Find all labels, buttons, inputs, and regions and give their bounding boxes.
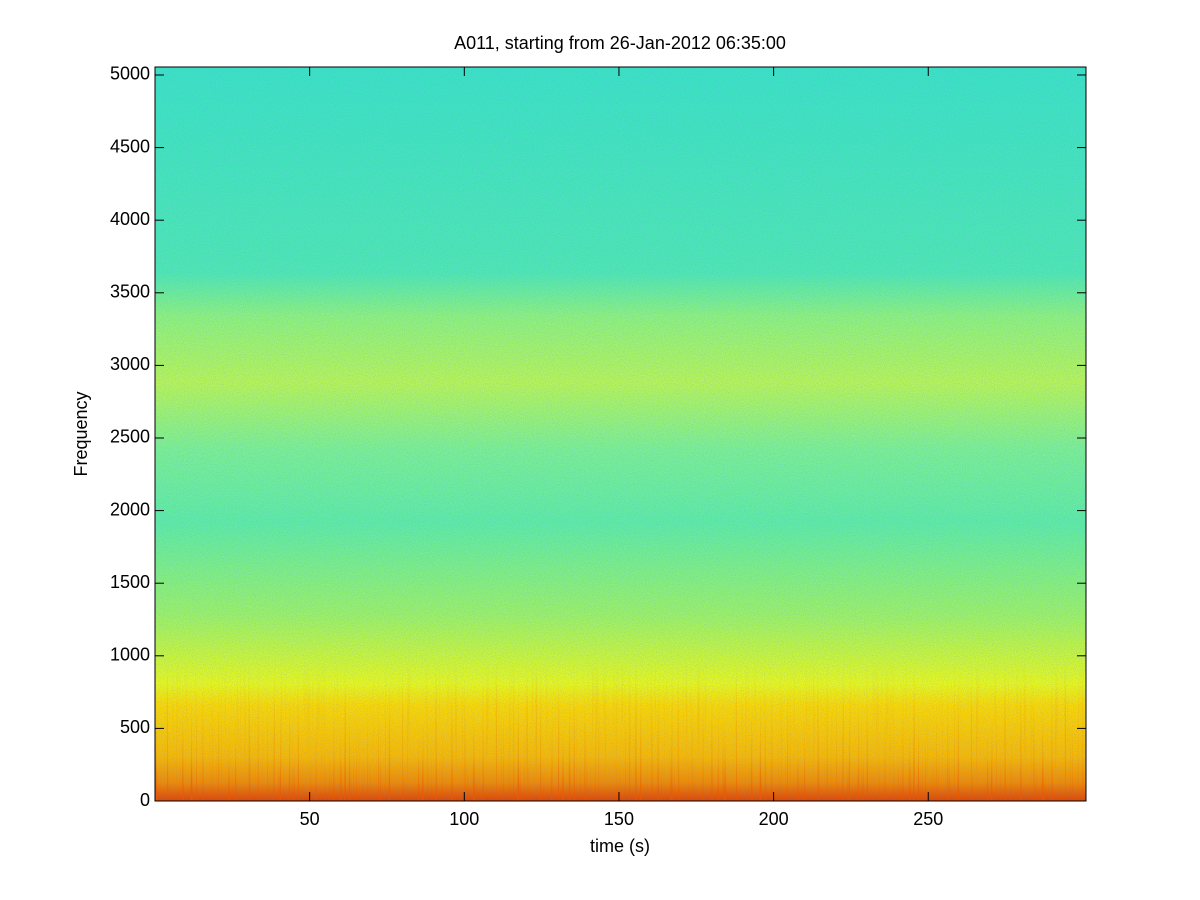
- y-tick-label: 500: [120, 717, 150, 737]
- y-tick-label: 2000: [110, 499, 150, 519]
- x-axis-label: time (s): [590, 836, 650, 856]
- x-tick-label: 150: [604, 809, 634, 829]
- chart-title: A011, starting from 26-Jan-2012 06:35:00: [454, 33, 786, 53]
- x-tick-label: 100: [449, 809, 479, 829]
- y-axis-label: Frequency: [71, 391, 91, 476]
- y-tick-label: 1500: [110, 572, 150, 592]
- y-tick-label: 4000: [110, 209, 150, 229]
- y-tick-label: 4500: [110, 136, 150, 156]
- y-tick-label: 2500: [110, 427, 150, 447]
- y-tick-label: 0: [140, 790, 150, 810]
- plot-frame: [154, 66, 1087, 802]
- y-tick-label: 1000: [110, 645, 150, 665]
- x-tick-label: 250: [913, 809, 943, 829]
- x-tick-label: 200: [759, 809, 789, 829]
- x-tick-label: 50: [300, 809, 320, 829]
- spectrogram-image: [155, 67, 1086, 801]
- y-tick-label: 3500: [110, 282, 150, 302]
- y-tick-label: 5000: [110, 64, 150, 84]
- y-tick-label: 3000: [110, 354, 150, 374]
